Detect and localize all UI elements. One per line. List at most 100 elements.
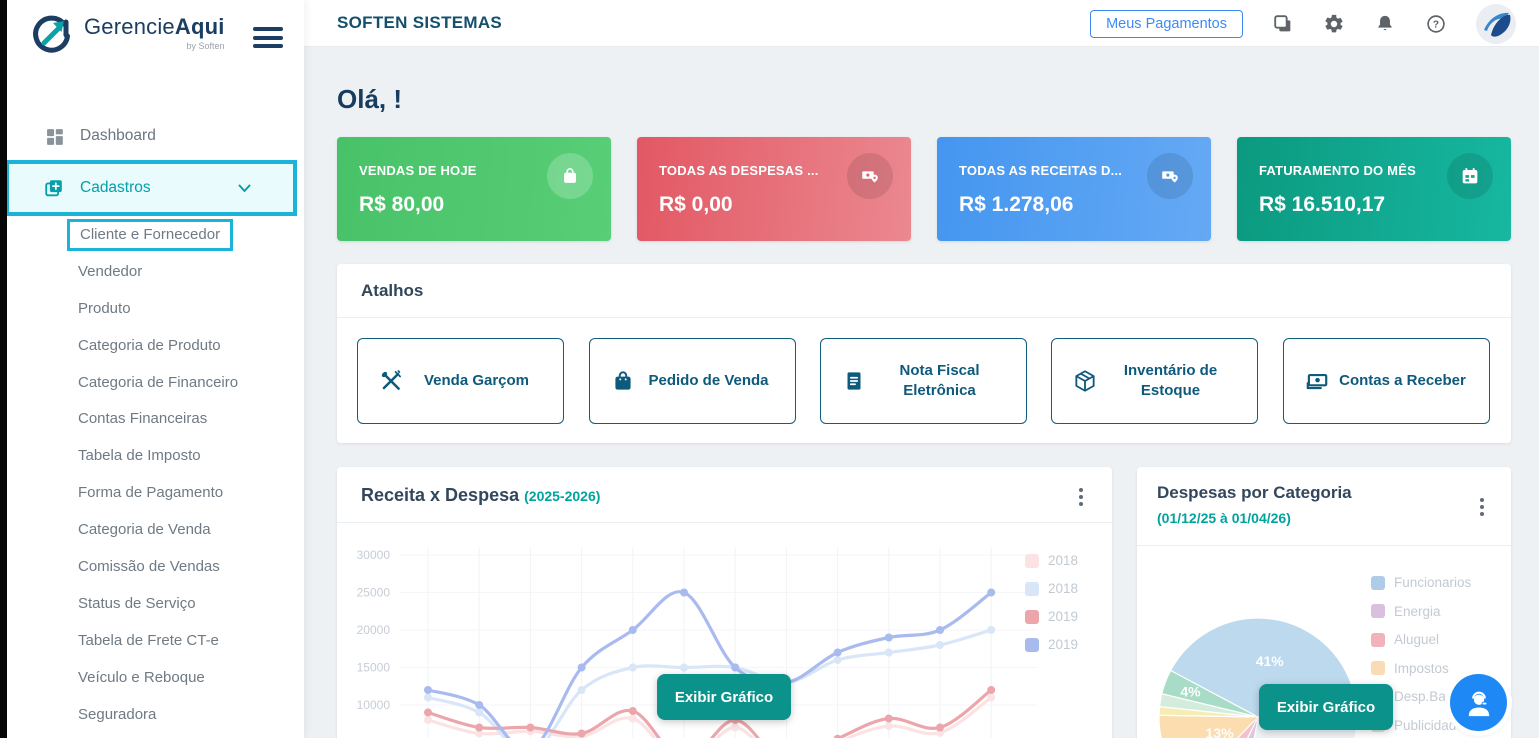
support-chat-button[interactable] [1450, 674, 1507, 731]
sidebar-subitem-forma-de-pagamento[interactable]: Forma de Pagamento [78, 484, 224, 502]
pie-chart-subtitle: (01/12/25 à 01/04/26) [1157, 510, 1291, 526]
shortcut-venda-garcom[interactable]: Venda Garçom [357, 338, 564, 424]
shopping-bag-icon [615, 371, 631, 390]
sidebar-subitem-comissao-de-vendas[interactable]: Comissão de Vendas [78, 558, 220, 576]
stat-card-label: TODAS AS RECEITAS D... [959, 163, 1123, 178]
despesas-categoria-panel: Despesas por Categoria (01/12/25 à 01/04… [1137, 467, 1511, 738]
money-pin-icon [1147, 153, 1193, 199]
stat-card-value: R$ 0,00 [659, 193, 733, 216]
shortcut-label: Venda Garçom [423, 371, 530, 389]
exibir-grafico-button[interactable]: Exibir Gráfico [1259, 684, 1393, 730]
sidebar-subitem-tabela-de-frete-ct-e[interactable]: Tabela de Frete CT-e [78, 631, 219, 649]
legend-swatch [1025, 581, 1039, 596]
stat-card-label: VENDAS DE HOJE [359, 163, 477, 178]
svg-text:4%: 4% [1180, 683, 1201, 699]
svg-text:?: ? [1433, 19, 1439, 30]
windows-stack-icon[interactable] [1272, 13, 1294, 35]
sidebar-subitem-categoria-de-financeiro[interactable]: Categoria de Financeiro [78, 373, 239, 391]
sidebar-subitem-produto[interactable]: Produto [78, 299, 131, 317]
support-agent-icon [1468, 691, 1489, 716]
sidebar-item-label: Dashboard [80, 127, 156, 144]
sidebar-subitem-status-de-servico[interactable]: Status de Serviço [78, 594, 196, 612]
brand-name: GerencieAqui [84, 14, 225, 39]
legend-label: Impostos [1394, 660, 1449, 676]
shortcut-label: Contas a Receber [1339, 371, 1466, 389]
brand-logo: GerencieAqui by Soften [30, 14, 225, 56]
legend-label: Aluguel [1394, 632, 1440, 647]
legend-label: 2018 [1048, 581, 1079, 596]
user-avatar[interactable] [1476, 3, 1516, 44]
svg-text:25000: 25000 [357, 586, 391, 600]
stat-card-faturamento-do-mes: FATURAMENTO DO MÊS R$ 16.510,17 [1237, 137, 1511, 241]
sidebar-toggle-hamburger-icon[interactable] [253, 27, 283, 53]
shortcut-contas-a-receber[interactable]: Contas a Receber [1283, 338, 1490, 424]
legend-item: 2019 [1025, 637, 1078, 652]
sidebar-item-cadastros[interactable]: Cadastros [5, 160, 297, 216]
legend-item: 2018 [1025, 553, 1078, 568]
legend-swatch [1371, 604, 1385, 618]
stat-card-label: TODAS AS DESPESAS ... [659, 163, 819, 178]
legend-item: Energia [1371, 604, 1483, 619]
sidebar: GerencieAqui by Soften Dashboard Cadastr… [0, 0, 304, 738]
sidebar-subitem-veiculo-e-reboque[interactable]: Veículo e Reboque [78, 668, 205, 686]
sidebar-subitem-categoria-de-produto[interactable]: Categoria de Produto [78, 336, 221, 354]
stat-card-value: R$ 1.278,06 [959, 193, 1074, 216]
svg-text:10000: 10000 [357, 698, 391, 712]
legend-label: Energia [1394, 603, 1441, 619]
banknote-icon [1306, 373, 1328, 390]
legend-label: 2019 [1048, 609, 1079, 624]
window-edge-strip [0, 0, 7, 738]
stat-card-todas-as-receitas: TODAS AS RECEITAS D... R$ 1.278,06 [937, 137, 1211, 241]
shortcuts-title: Atalhos [361, 281, 424, 300]
legend-item: 2018 [1025, 581, 1078, 596]
sidebar-subitem-cliente-e-fornecedor[interactable]: Cliente e Fornecedor [0, 217, 304, 254]
stat-card-value: R$ 16.510,17 [1259, 193, 1386, 216]
company-title: SOFTEN SISTEMAS [337, 13, 503, 32]
gerencieaqui-logo-icon [33, 15, 70, 53]
add-record-icon [45, 180, 62, 197]
chart-menu-kebab-icon[interactable] [1473, 497, 1491, 517]
chevron-down-icon [238, 184, 251, 192]
svg-text:41%: 41% [1256, 653, 1285, 669]
exibir-grafico-button[interactable]: Exibir Gráfico [657, 674, 791, 720]
line-chart-title: Receita x Despesa (2025-2026) [361, 485, 601, 505]
svg-text:13%: 13% [1206, 725, 1235, 738]
legend-swatch [1025, 609, 1039, 624]
line-chart: 10000 15000 20000 25000 30000 [357, 547, 1037, 738]
shortcut-pedido-de-venda[interactable]: Pedido de Venda [589, 338, 796, 424]
sidebar-subitem-vendedor[interactable]: Vendedor [78, 262, 143, 280]
gear-icon[interactable] [1323, 13, 1345, 35]
shortcut-label: Inventário de Estoque [1123, 361, 1218, 399]
sidebar-subitem-tabela-de-imposto[interactable]: Tabela de Imposto [78, 447, 201, 465]
stat-card-label: FATURAMENTO DO MÊS [1259, 163, 1416, 178]
svg-text:15000: 15000 [357, 661, 391, 675]
money-pin-icon [847, 153, 893, 199]
pie-chart-title: Despesas por Categoria [1157, 483, 1352, 502]
shortcut-inventario-de-estoque[interactable]: Inventário de Estoque [1051, 338, 1258, 424]
stat-card-todas-as-despesas: TODAS AS DESPESAS ... R$ 0,00 [637, 137, 911, 241]
soften-logo-icon [1484, 12, 1511, 37]
sidebar-item-dashboard[interactable]: Dashboard [0, 117, 304, 155]
legend-label: Funcionarios [1394, 575, 1472, 590]
bell-icon[interactable] [1374, 13, 1396, 35]
help-icon[interactable]: ? [1425, 13, 1447, 35]
shortcut-label: Nota Fiscal Eletrônica [899, 361, 980, 399]
sidebar-subitem-categoria-de-venda[interactable]: Categoria de Venda [78, 521, 211, 539]
stat-card-value: R$ 80,00 [359, 193, 445, 216]
meus-pagamentos-button[interactable]: Meus Pagamentos [1090, 9, 1243, 38]
sidebar-subitem-seguradora[interactable]: Seguradora [78, 705, 157, 723]
receita-despesa-panel: Receita x Despesa (2025-2026) 10000 15000… [337, 467, 1112, 738]
shopping-bag-icon [547, 153, 593, 199]
greeting-heading: Olá, ! [337, 84, 403, 114]
shortcut-nota-fiscal-eletronica[interactable]: Nota Fiscal Eletrônica [820, 338, 1027, 424]
chart-menu-kebab-icon[interactable] [1072, 487, 1090, 507]
legend-item: Impostos [1371, 661, 1483, 676]
dashboard-grid-icon [47, 128, 63, 145]
package-box-icon [1075, 370, 1095, 392]
sidebar-subitem-contas-financeiras[interactable]: Contas Financeiras [78, 410, 208, 428]
legend-label: 2018 [1048, 553, 1079, 568]
legend-swatch [1371, 575, 1385, 590]
calendar-icon [1447, 153, 1493, 199]
shortcuts-panel: Atalhos Venda Garçom Pedido de Venda Not… [337, 264, 1511, 443]
svg-text:30000: 30000 [357, 548, 391, 562]
